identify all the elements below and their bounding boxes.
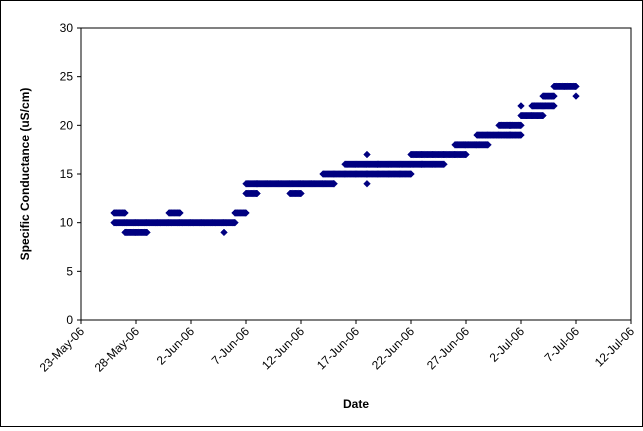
x-tick-label: 23-May-06: [37, 324, 88, 375]
x-tick-label: 17-Jun-06: [314, 324, 362, 372]
y-axis-ticks: 0 5 10 15 20 25 30: [60, 21, 81, 327]
data-point: [572, 92, 580, 100]
data-point: [231, 218, 239, 227]
data-points: [110, 82, 580, 237]
data-point: [517, 131, 525, 139]
x-tick-label: 7-Jul-06: [542, 324, 583, 365]
data-point: [407, 170, 415, 178]
data-point: [297, 189, 305, 198]
data-point: [121, 209, 129, 217]
data-point: [143, 228, 151, 237]
x-tick-label: 12-Jul-06: [592, 324, 638, 370]
x-tick-label: 22-Jun-06: [369, 324, 417, 372]
x-axis-ticks: 23-May-06 28-May-06 2-Jun-06 7-Jun-06 12-Jun…: [37, 320, 638, 375]
data-point: [330, 179, 338, 188]
y-tick-label: 30: [60, 21, 74, 35]
x-axis-title: Date: [343, 397, 369, 411]
data-point: [517, 121, 525, 130]
data-point: [484, 141, 492, 149]
data-point: [550, 102, 558, 110]
x-tick-label: 12-Jun-06: [259, 324, 307, 372]
data-point: [242, 209, 250, 217]
x-tick-label: 2-Jun-06: [154, 324, 198, 368]
y-tick-label: 10: [60, 216, 74, 230]
data-point: [176, 209, 184, 217]
y-tick-label: 15: [60, 167, 74, 181]
y-tick-label: 25: [60, 70, 74, 84]
data-point: [363, 150, 371, 159]
data-point: [363, 179, 371, 188]
x-tick-label: 2-Jul-06: [487, 324, 528, 365]
x-tick-label: 28-May-06: [92, 324, 143, 375]
data-point: [539, 111, 547, 120]
y-tick-label: 5: [66, 264, 73, 278]
data-point: [517, 102, 525, 110]
x-tick-label: 27-Jun-06: [424, 324, 472, 372]
data-point: [253, 189, 261, 198]
data-point: [253, 179, 261, 188]
data-point: [220, 228, 228, 237]
data-point: [440, 160, 448, 169]
y-axis-title: Specific Conductance (uS/cm): [18, 88, 32, 261]
x-tick-label: 7-Jun-06: [209, 324, 253, 368]
y-tick-label: 20: [60, 118, 74, 132]
data-point: [550, 92, 558, 100]
plot-area-border: [80, 27, 632, 321]
data-point: [462, 150, 470, 159]
y-tick-label: 0: [66, 313, 73, 327]
data-point: [572, 82, 580, 91]
